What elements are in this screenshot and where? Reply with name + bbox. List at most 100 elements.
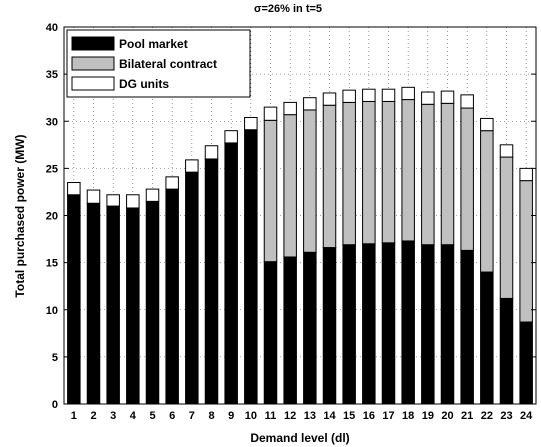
- bar-segment-pool-market: [460, 249, 474, 405]
- bar-segment-dg-units: [126, 194, 140, 209]
- bar-segment-pool-market: [224, 142, 238, 405]
- bar-segment-bilateral-contract: [460, 107, 474, 251]
- legend-swatch: [71, 56, 115, 71]
- y-axis-ticks: 0 5 10 15 20 25 30 35 40: [46, 22, 536, 411]
- x-tick-label: 12: [284, 410, 296, 422]
- legend-label: DG units: [119, 77, 169, 91]
- bar-segment-bilateral-contract: [499, 156, 514, 299]
- y-tick-label: 25: [46, 163, 58, 175]
- bar-segment-pool-market: [263, 261, 278, 405]
- chart-title: σ=26% in t=5: [254, 3, 322, 15]
- bar-segment-pool-market: [126, 207, 140, 405]
- y-tick-label: 35: [46, 69, 58, 81]
- x-tick-label: 16: [363, 410, 375, 422]
- bar-segment-pool-market: [283, 256, 297, 405]
- x-tick-label: 9: [228, 410, 234, 422]
- bar-segment-pool-market: [362, 243, 376, 405]
- bar-segment-pool-market: [165, 188, 179, 405]
- bar-segment-dg-units: [67, 182, 81, 196]
- x-tick-label: 13: [304, 410, 316, 422]
- x-tick-label: 18: [402, 410, 414, 422]
- x-tick-label: 10: [245, 410, 257, 422]
- bar-segment-dg-units: [322, 92, 337, 106]
- bar-segment-pool-market: [204, 158, 219, 405]
- y-tick-label: 10: [46, 305, 58, 317]
- bar-segment-pool-market: [440, 244, 455, 405]
- x-tick-label: 22: [481, 410, 493, 422]
- x-tick-label: 7: [189, 410, 195, 422]
- bar-segment-dg-units: [342, 89, 356, 103]
- bar-segment-bilateral-contract: [440, 102, 455, 246]
- legend-swatch: [71, 76, 115, 91]
- x-tick-label: 17: [382, 410, 394, 422]
- legend-label: Bilateral contract: [119, 57, 217, 71]
- x-tick-label: 14: [323, 410, 336, 422]
- bar-segment-dg-units: [381, 88, 396, 102]
- y-tick-label: 15: [46, 258, 58, 270]
- bar-segment-dg-units: [362, 88, 376, 102]
- x-tick-label: 24: [520, 410, 533, 422]
- bar-segment-bilateral-contract: [519, 180, 533, 323]
- y-tick-label: 40: [46, 22, 58, 34]
- x-axis-label: Demand level (dl): [250, 431, 349, 445]
- x-tick-label: 21: [461, 410, 473, 422]
- bar-segment-pool-market: [244, 129, 258, 405]
- bar-segment-pool-market: [499, 297, 514, 405]
- bar-segment-dg-units: [499, 144, 514, 158]
- legend-swatch: [71, 36, 115, 51]
- bar-segment-bilateral-contract: [401, 99, 415, 242]
- bar-segment-dg-units: [303, 97, 317, 111]
- bar-segment-pool-market: [342, 244, 356, 405]
- x-tick-label: 2: [90, 410, 96, 422]
- bar-segment-bilateral-contract: [303, 109, 317, 253]
- y-tick-label: 20: [46, 211, 58, 223]
- bar-segment-dg-units: [204, 145, 219, 160]
- bar-segment-pool-market: [86, 202, 101, 405]
- bar-segment-pool-market: [303, 251, 317, 405]
- legend-label: Pool market: [119, 37, 188, 51]
- y-tick-label: 5: [52, 352, 58, 364]
- x-tick-label: 15: [343, 410, 355, 422]
- bar-segment-dg-units: [106, 194, 120, 207]
- bar-segment-pool-market: [185, 171, 199, 405]
- bar-segment-pool-market: [421, 244, 435, 405]
- bar-segment-pool-market: [381, 242, 396, 405]
- bar-segment-dg-units: [440, 90, 455, 104]
- bar-segment-bilateral-contract: [283, 114, 297, 258]
- bar-segment-pool-market: [480, 271, 494, 405]
- y-tick-label: 0: [52, 399, 58, 411]
- bar-segment-pool-market: [67, 194, 81, 405]
- x-axis-ticks: 1 2 3 4 5 6 7 8 9 10 11 12 13 14 15 16 17 18 19 20 21 22 23 24: [71, 399, 533, 422]
- bar-segment-dg-units: [421, 91, 435, 105]
- bar-segment-bilateral-contract: [322, 104, 337, 249]
- bar-segment-dg-units: [185, 159, 199, 173]
- bar-segment-bilateral-contract: [362, 100, 376, 245]
- bar-segment-dg-units: [519, 167, 533, 182]
- bar-segment-bilateral-contract: [421, 103, 435, 246]
- x-tick-label: 23: [500, 410, 512, 422]
- bar-segment-dg-units: [145, 188, 160, 202]
- bar-segment-bilateral-contract: [381, 100, 396, 244]
- x-tick-label: 11: [265, 410, 277, 422]
- bar-segment-pool-market: [322, 247, 337, 405]
- legend: Pool market Bilateral contract DG units: [66, 29, 251, 98]
- bar-segment-dg-units: [283, 101, 297, 116]
- bar-segment-bilateral-contract: [342, 101, 356, 246]
- bar-segment-dg-units: [224, 130, 238, 144]
- bar-segment-dg-units: [401, 86, 415, 101]
- x-tick-label: 8: [208, 410, 214, 422]
- bar-segment-dg-units: [244, 116, 258, 131]
- x-tick-label: 1: [71, 410, 77, 422]
- bar-segment-dg-units: [263, 106, 278, 121]
- bar-segment-bilateral-contract: [263, 119, 278, 263]
- x-tick-label: 20: [441, 410, 453, 422]
- y-axis-label: Total purchased power (MW): [13, 134, 27, 297]
- x-tick-label: 4: [130, 410, 137, 422]
- bars-group: [67, 86, 533, 405]
- bar-segment-pool-market: [519, 321, 533, 405]
- bar-segment-dg-units: [460, 94, 474, 109]
- bar-segment-bilateral-contract: [480, 130, 494, 273]
- y-tick-label: 30: [46, 116, 58, 128]
- bar-segment-dg-units: [86, 189, 101, 204]
